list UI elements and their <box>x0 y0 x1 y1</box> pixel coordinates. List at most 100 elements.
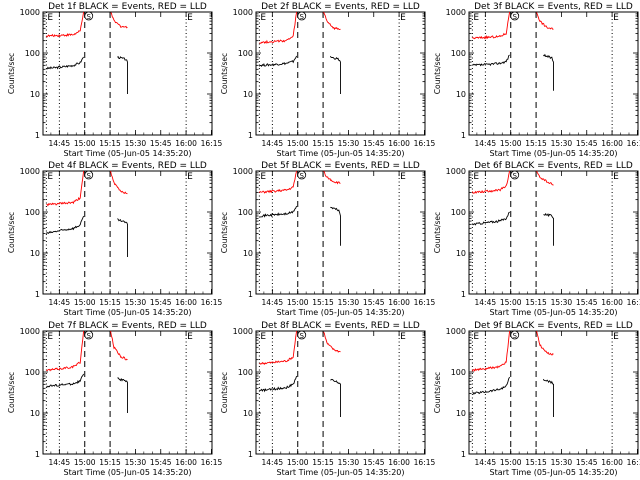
y-axis-label: Counts/sec <box>433 372 442 413</box>
marker-saa-circle <box>297 330 307 340</box>
panel-title: Det 8f BLACK = Events, RED = LLD <box>261 321 420 331</box>
lld-series-line <box>471 330 511 372</box>
x-tick-label: 16:00 <box>175 458 197 467</box>
panel-title: Det 5f BLACK = Events, RED = LLD <box>261 161 420 171</box>
x-tick-label: 15:15 <box>99 139 121 148</box>
events-series-line <box>472 211 510 226</box>
events-series-line-after <box>330 206 341 246</box>
lld-series-line-after <box>323 331 341 353</box>
events-series-line <box>46 215 85 234</box>
x-tick-label: 15:15 <box>525 298 547 307</box>
marker-saa-s: S <box>87 172 92 180</box>
y-tick-label: 1 <box>35 131 40 140</box>
x-tick-label: 15:45 <box>150 298 172 307</box>
x-tick-label: 15:00 <box>74 139 96 148</box>
plot-frame <box>255 170 426 295</box>
marker-saa-s: S <box>513 332 518 340</box>
marker-end-e: E <box>613 13 619 23</box>
plot-frame <box>468 11 639 136</box>
x-tick-label: 15:00 <box>500 298 522 307</box>
x-tick-label: 15:00 <box>74 458 96 467</box>
lld-series-line <box>471 170 511 194</box>
marker-end-e: E <box>613 332 619 342</box>
y-tick-label: 1000 <box>446 327 466 336</box>
x-tick-label: 15:15 <box>99 298 121 307</box>
x-tick-label: 15:15 <box>312 458 334 467</box>
events-series-line <box>46 373 85 388</box>
lld-series-line-after <box>110 170 128 195</box>
x-tick-label: 15:30 <box>551 298 573 307</box>
lld-series-line <box>259 330 298 366</box>
y-tick-label: 100 <box>451 49 466 58</box>
y-tick-label: 1000 <box>446 167 466 176</box>
x-tick-label: 14:45 <box>49 298 71 307</box>
events-series-line <box>259 205 298 218</box>
y-tick-label: 1000 <box>446 8 466 17</box>
x-tick-label: 16:15 <box>627 139 640 148</box>
y-tick-label: 1 <box>35 450 40 459</box>
marker-start-e: E <box>473 172 479 182</box>
plot-frame <box>42 170 213 295</box>
lld-series-line-after <box>110 12 128 29</box>
x-tick-label: 15:30 <box>551 458 573 467</box>
panel-title: Det 9f BLACK = Events, RED = LLD <box>474 321 633 331</box>
y-tick-label: 1000 <box>233 8 253 17</box>
marker-end-e: E <box>187 172 193 182</box>
marker-end-e: E <box>400 332 406 342</box>
x-tick-label: 14:45 <box>262 458 284 467</box>
y-tick-label: 1 <box>248 450 253 459</box>
x-tick-label: 15:30 <box>551 139 573 148</box>
x-tick-label: 16:00 <box>601 139 623 148</box>
marker-start-e: E <box>260 172 266 182</box>
y-tick-label: 100 <box>25 368 40 377</box>
plot-frame <box>255 11 426 136</box>
y-tick-label: 100 <box>451 368 466 377</box>
marker-saa-circle <box>510 330 520 340</box>
plot-frame <box>42 11 213 136</box>
y-tick-label: 10 <box>30 409 40 418</box>
y-tick-label: 1 <box>35 290 40 299</box>
marker-saa-circle <box>297 170 307 180</box>
detector-panel-9: Det 9f BLACK = Events, RED = LLD 1 10 100 10… <box>433 321 640 477</box>
y-axis-label: Counts/sec <box>7 212 16 253</box>
y-tick-label: 1 <box>248 290 253 299</box>
lld-series-line-after <box>536 12 554 30</box>
marker-saa-s: S <box>300 13 305 21</box>
y-tick-label: 10 <box>456 90 466 99</box>
detector-panel-2: Det 2f BLACK = Events, RED = LLD 1 10 100 10… <box>220 2 435 158</box>
y-axis-label: Counts/sec <box>220 212 229 253</box>
y-tick-label: 1 <box>248 131 253 140</box>
x-tick-label: 16:15 <box>201 298 223 307</box>
x-tick-label: 15:45 <box>363 139 385 148</box>
x-tick-label: 16:15 <box>414 298 436 307</box>
y-tick-label: 1 <box>461 290 466 299</box>
x-tick-label: 15:15 <box>525 139 547 148</box>
events-series-line-after <box>330 55 341 94</box>
marker-saa-s: S <box>87 332 92 340</box>
lld-series-line <box>472 11 511 40</box>
x-tick-label: 15:00 <box>287 458 309 467</box>
y-tick-label: 1 <box>461 131 466 140</box>
x-tick-label: 16:15 <box>201 139 223 148</box>
lld-series-line <box>46 170 85 207</box>
x-tick-label: 16:15 <box>201 458 223 467</box>
marker-end-e: E <box>187 13 193 23</box>
y-axis-label: Counts/sec <box>433 53 442 94</box>
marker-start-e: E <box>473 13 479 23</box>
marker-saa-circle <box>297 11 307 21</box>
y-tick-label: 1000 <box>20 327 40 336</box>
y-tick-label: 1000 <box>20 8 40 17</box>
x-tick-label: 15:15 <box>312 298 334 307</box>
marker-saa-circle <box>510 11 520 21</box>
x-tick-label: 15:45 <box>576 458 598 467</box>
x-tick-label: 16:00 <box>388 458 410 467</box>
detector-panel-3: Det 3f BLACK = Events, RED = LLD 1 10 100 10… <box>433 2 640 158</box>
x-tick-label: 14:45 <box>262 139 284 148</box>
x-tick-label: 15:30 <box>125 298 147 307</box>
y-tick-label: 100 <box>25 49 40 58</box>
x-tick-label: 16:00 <box>388 298 410 307</box>
x-tick-label: 14:45 <box>475 298 497 307</box>
lld-series-line-after <box>323 170 341 185</box>
y-tick-label: 100 <box>238 208 253 217</box>
y-axis-label: Counts/sec <box>220 53 229 94</box>
